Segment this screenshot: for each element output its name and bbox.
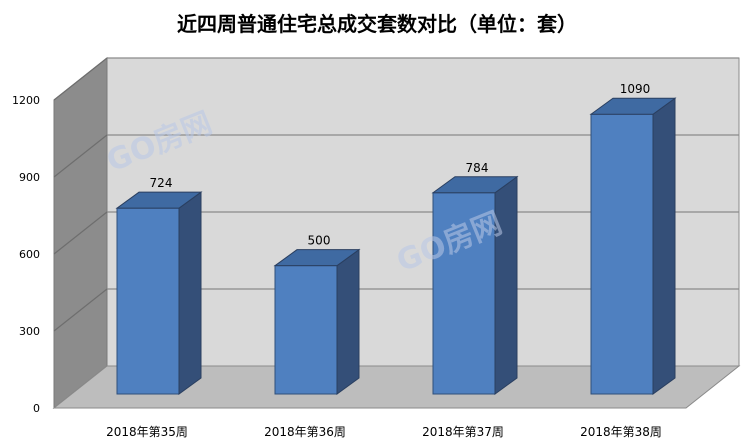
data-label: 1090 [620, 82, 651, 96]
bar-top [273, 249, 361, 267]
gridline [53, 134, 108, 178]
x-category-label: 2018年第35周 [106, 425, 188, 439]
bar-side [178, 191, 202, 395]
gridline [53, 57, 108, 101]
bar [432, 192, 496, 395]
chart-floor [52, 365, 741, 409]
y-tick-label: 1200 [12, 94, 40, 107]
gridline [53, 211, 108, 255]
data-label: 724 [150, 176, 173, 190]
data-label: 500 [308, 234, 331, 248]
bar [116, 207, 180, 395]
bar-side [494, 175, 518, 395]
bar-side [652, 97, 676, 395]
bar [590, 113, 654, 395]
chart-title: 近四周普通住宅总成交套数对比（单位：套） [177, 12, 577, 36]
x-category-label: 2018年第38周 [580, 425, 662, 439]
gridline [53, 288, 108, 332]
y-tick-label: 900 [19, 171, 40, 184]
x-category-label: 2018年第36周 [264, 425, 346, 439]
bar-top [115, 191, 203, 209]
bar-top [589, 97, 677, 115]
x-category-label: 2018年第37周 [422, 425, 504, 439]
bar [274, 265, 338, 395]
y-tick-label: 300 [19, 325, 40, 338]
y-tick-label: 0 [33, 402, 40, 415]
data-label: 784 [466, 161, 489, 175]
y-tick-label: 600 [19, 248, 40, 261]
bar-side [336, 248, 360, 395]
bar-top [431, 176, 519, 194]
